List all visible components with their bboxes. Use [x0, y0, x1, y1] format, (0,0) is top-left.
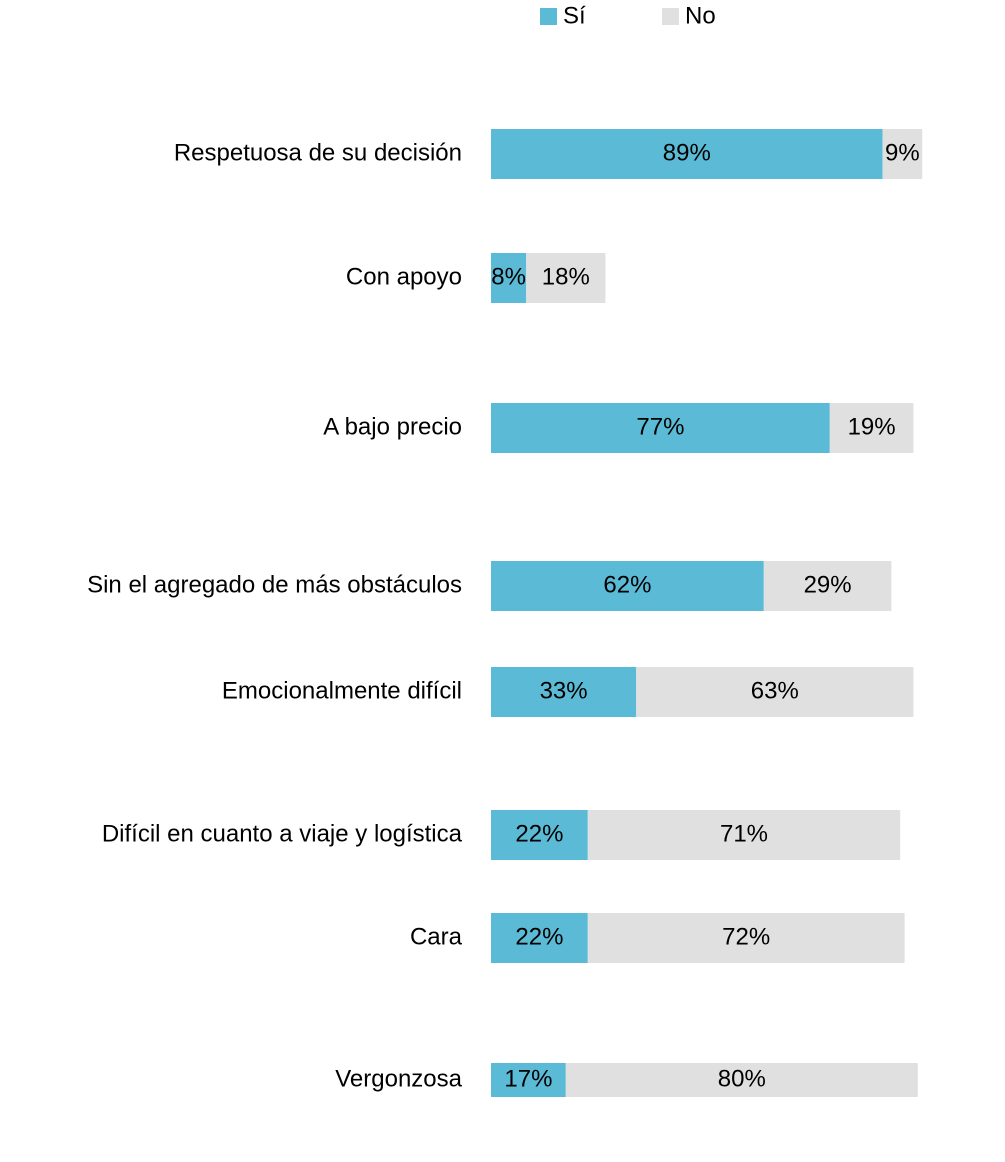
data-label: 89%	[663, 139, 711, 166]
bar-segment	[763, 561, 892, 611]
category-label: Sin el agregado de más obstáculos	[87, 571, 462, 598]
data-label: 29%	[804, 571, 852, 598]
legend-label: No	[685, 2, 716, 29]
data-label: 8%	[491, 263, 526, 290]
bar-segment	[491, 129, 883, 179]
bar-segment	[491, 1063, 566, 1097]
bar-segment	[882, 129, 923, 179]
category-label: Cara	[410, 923, 463, 950]
bar-segment	[636, 667, 914, 717]
data-label: 18%	[542, 263, 590, 290]
category-label: Difícil en cuanto a viaje y logística	[102, 820, 463, 847]
data-label: 33%	[540, 677, 588, 704]
data-label: 17%	[504, 1065, 552, 1092]
data-label: 22%	[515, 923, 563, 950]
bar-segment	[491, 403, 830, 453]
bar-segment	[526, 253, 606, 303]
data-label: 9%	[885, 139, 920, 166]
legend-label: Sí	[563, 2, 586, 29]
data-label: 19%	[848, 413, 896, 440]
bar-segment	[491, 810, 588, 860]
legend-swatch	[662, 8, 679, 25]
category-label: Respetuosa de su decisión	[174, 139, 462, 166]
bar-segment	[565, 1063, 918, 1097]
data-label: 71%	[720, 820, 768, 847]
category-label: Vergonzosa	[335, 1065, 462, 1092]
data-label: 62%	[603, 571, 651, 598]
bar-segment	[491, 667, 637, 717]
bar-segment	[587, 810, 901, 860]
data-label: 80%	[718, 1065, 766, 1092]
bar-segment	[491, 253, 527, 303]
bar-segment	[829, 403, 914, 453]
category-label: Emocionalmente difícil	[222, 677, 462, 704]
bar-segment	[491, 561, 764, 611]
category-label: Con apoyo	[346, 263, 462, 290]
data-label: 72%	[722, 923, 770, 950]
bar-segment	[587, 913, 905, 963]
bar-segment	[491, 913, 588, 963]
category-label: A bajo precio	[323, 413, 462, 440]
data-label: 77%	[636, 413, 684, 440]
data-label: 22%	[515, 820, 563, 847]
data-label: 63%	[751, 677, 799, 704]
legend-swatch	[540, 8, 557, 25]
